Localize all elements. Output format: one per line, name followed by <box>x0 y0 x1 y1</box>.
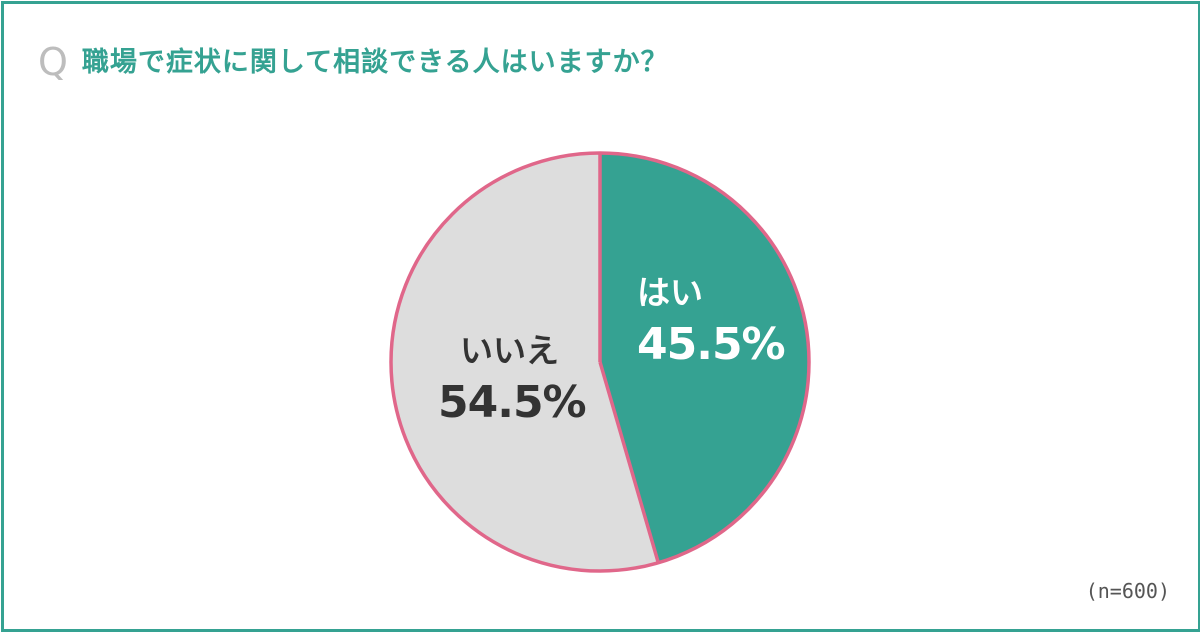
slice-label-yes: はい 45.5% <box>637 273 786 370</box>
question-mark-icon: Q <box>38 40 68 84</box>
pie-separator-1 <box>598 361 660 564</box>
pie-slice-no <box>390 153 659 571</box>
slice-no-name: いいえ <box>460 331 559 370</box>
slice-yes-value: 45.5% <box>637 319 786 370</box>
slice-yes-name: はい <box>637 273 703 312</box>
sample-size-note: (n=600) <box>1085 579 1170 603</box>
slice-label-no: いいえ 54.5% <box>438 331 587 428</box>
pie-slice-yes <box>600 153 809 563</box>
chart-title: 職場で症状に関して相談できる人はいますか？ <box>81 46 669 78</box>
slice-no-value: 54.5% <box>438 377 587 428</box>
question-header: Q 職場で症状に関して相談できる人はいますか？ <box>38 38 669 86</box>
